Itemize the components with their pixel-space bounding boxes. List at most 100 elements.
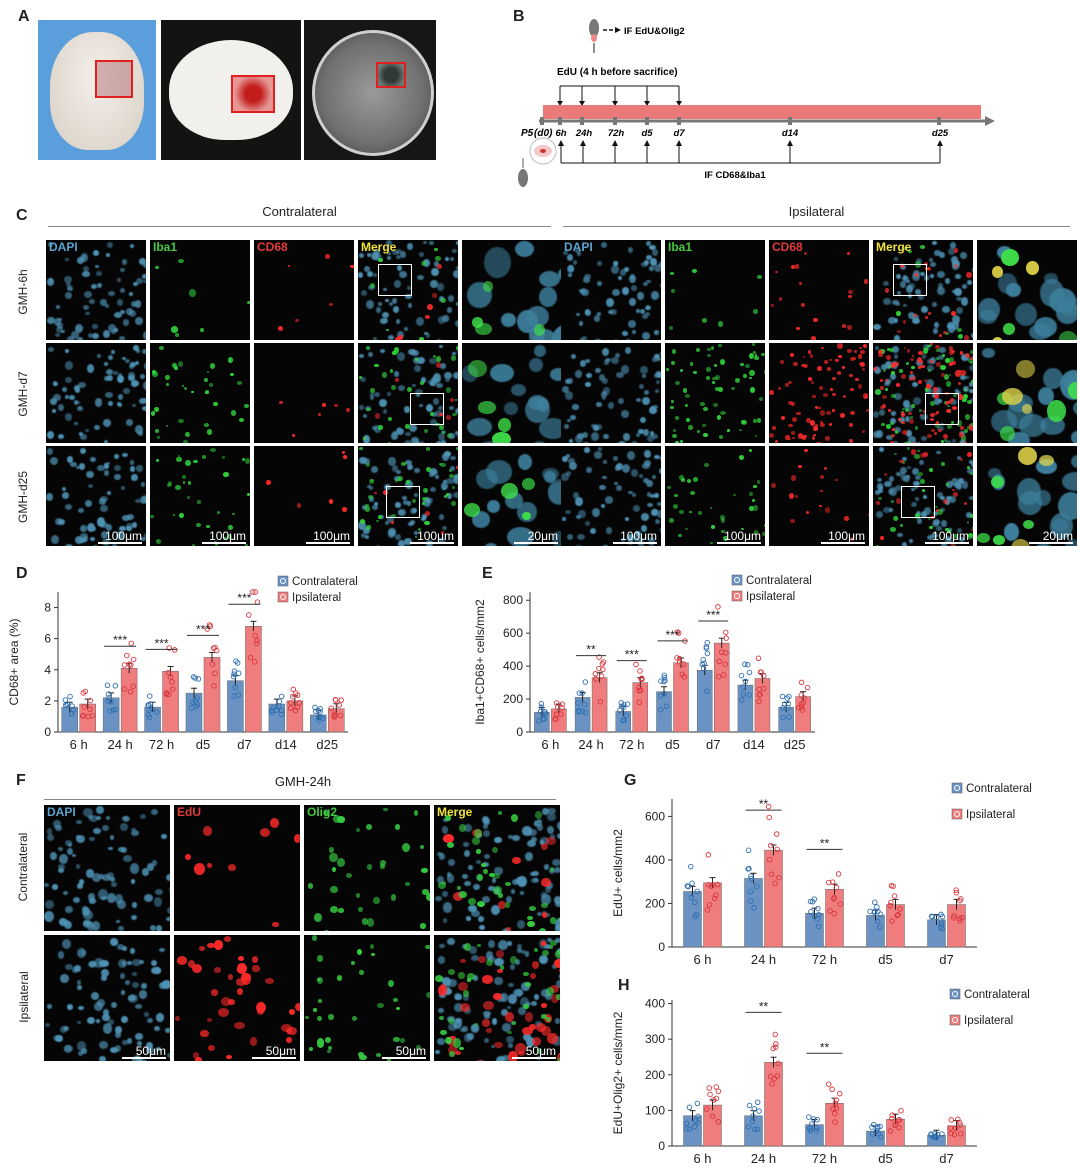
bar-ipsilateral-1 [764,849,783,948]
data-point [831,896,837,902]
data-point [211,683,217,689]
data-point [830,1106,836,1112]
legend-label-0: Contralateral [292,576,358,588]
ipsilateral-divider [563,226,1070,227]
bar-ipsilateral-1 [591,677,608,733]
data-point [711,895,718,902]
data-point [194,701,201,708]
data-point [710,1097,717,1103]
scale-bar-ipsi-iba1-bar [717,542,761,544]
channel-label-f-olig2: Olig2 [307,805,338,819]
micrograph-f-ipsi-dapi: 50μm [44,935,170,1061]
data-point [894,912,901,919]
x-tick-label: d25 [316,737,338,752]
scale-bar-ipsi-merge: 100μm [932,529,969,543]
significance-label: ** [820,836,830,850]
data-point [680,661,687,667]
data-point [231,668,238,674]
data-point [579,708,586,715]
data-point [130,656,137,663]
row-label-gmh-6h: GMH-6h [16,269,30,315]
micrograph-f-ipsi-edu: 50μm [174,935,300,1061]
legend-swatch-1 [277,591,289,603]
data-point [953,889,960,896]
data-point [313,708,319,715]
scale-bar-contra-dapi: 100μm [105,529,142,543]
x-tick-label: d7 [939,1151,953,1166]
data-point [683,1120,690,1127]
data-point [252,589,258,595]
data-point [553,700,560,706]
data-point [877,911,884,918]
scale-bar-contra-merge-bar [410,542,454,544]
data-point [254,599,261,605]
data-point [538,700,545,707]
data-point [207,623,214,629]
bar-ipsilateral-3 [673,662,689,733]
micrograph-ipsi-gmh-d25-cd68: 100μm [769,446,869,546]
data-point [254,637,260,644]
data-point [692,913,698,920]
micrograph-f-contra-edu: EdU [174,805,300,931]
data-point [832,1119,838,1125]
data-point [813,1125,820,1131]
significance-label: *** [665,628,679,642]
chart-h-edu-olig2-cells: 0 100 200 300 400 EdU+Olig2+ cells/mm2 6 h 24 h… [611,988,1030,1166]
brain-mri-image [304,20,436,160]
data-point [745,847,752,854]
bar-ipsilateral-1 [764,1062,783,1147]
data-point [128,662,134,668]
channel-label-contra-cd68: CD68 [257,240,288,254]
y-tick-label: 0 [658,940,665,954]
data-point [755,655,762,662]
legend-label-1: Ipsilateral [746,591,795,603]
significance-label: *** [113,633,127,647]
data-point [887,902,893,909]
data-point [206,622,213,628]
scale-bar-contra-zoom-bar [514,542,558,544]
data-point [600,666,606,673]
data-point [713,1084,720,1090]
data-point [596,665,602,672]
legend-dot [280,578,286,584]
data-point [689,880,695,886]
legend-label-1: Ipsilateral [966,809,1015,821]
panel-f-divider [44,799,556,800]
data-point [798,704,805,710]
data-point [703,1106,710,1112]
data-point [715,1088,722,1094]
data-point [895,911,901,918]
data-point [315,714,322,721]
y-tick-label: 8 [44,601,51,615]
bar-contralateral-5 [737,684,754,733]
micrograph-ipsi-gmh-d7-dapi [561,343,661,443]
panel-label-h: H [618,977,630,994]
data-point [768,871,775,877]
data-point [951,913,957,919]
data-point [210,645,217,651]
data-point [700,665,707,672]
data-point [287,705,294,711]
data-point [169,686,176,692]
legend-dot [952,991,958,997]
data-point [679,671,685,678]
data-point [695,1119,701,1126]
data-point [710,882,716,888]
data-point [745,866,751,872]
bar-ipsilateral-0 [703,882,722,948]
data-point [233,658,239,664]
timeline-tick-72h: 72h [608,128,625,139]
data-point [801,695,807,701]
data-point [953,1125,959,1132]
data-point [576,690,583,696]
data-point [542,709,548,715]
data-point [685,883,692,890]
y-tick-label: 400 [645,853,665,867]
data-point [596,654,602,660]
data-point [195,676,202,682]
x-tick-label: d5 [665,737,679,752]
panel-label-g: G [624,772,637,789]
data-point [694,888,700,895]
micrograph-f-contra-merge: Merge [434,805,560,931]
y-tick-label: 2 [44,694,51,708]
